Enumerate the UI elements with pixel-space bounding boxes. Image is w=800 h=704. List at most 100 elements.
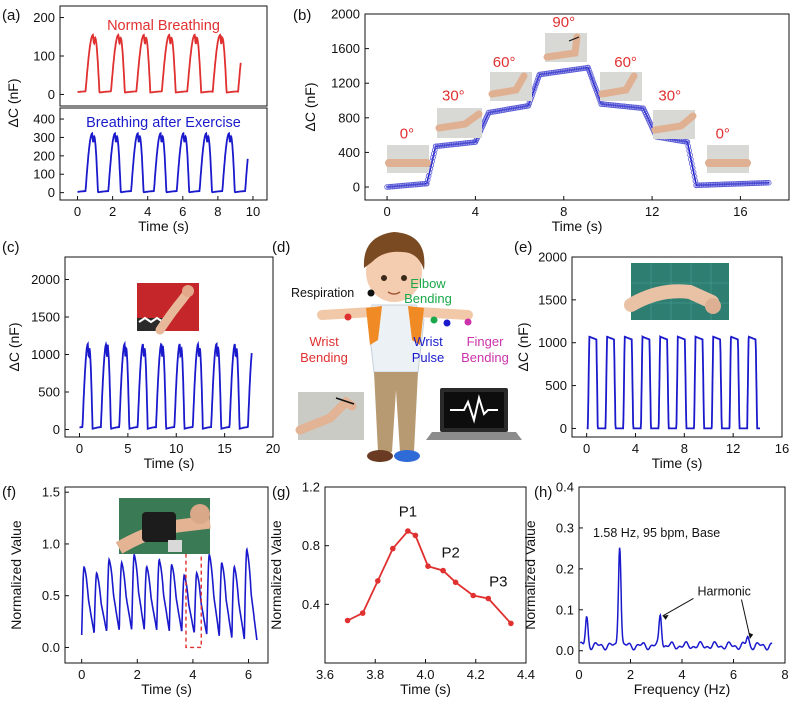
plot-frame (64, 256, 274, 438)
y-tick-label: 100 (33, 167, 55, 182)
data-point (614, 102, 620, 109)
x-tick-label: 12 (645, 204, 659, 219)
x-tick-label: 16 (733, 204, 747, 219)
y-tick-label: 200 (33, 10, 55, 25)
data-point (591, 81, 597, 88)
data-point (607, 102, 613, 108)
data-point (753, 180, 760, 187)
data-point (633, 104, 640, 111)
data-point (732, 181, 738, 187)
angle-label: 0° (716, 126, 730, 143)
data-point (575, 66, 582, 72)
plot-frame (364, 13, 790, 201)
chart-wrist-bending: 0 500 1000 1500 2000 0 4 8 12 16 Time (s) ΔC (nF) (515, 250, 789, 472)
x-tick-label: 10 (169, 441, 183, 456)
y-tick-label: 500 (545, 378, 567, 393)
series-line (80, 547, 258, 641)
data-point (525, 102, 532, 109)
data-point (396, 183, 403, 189)
x-tick-label: 8 (781, 667, 788, 682)
data-point (403, 182, 410, 189)
x-tick-label: 4 (189, 667, 196, 682)
data-point (751, 180, 758, 187)
y-tick-label: 1000 (538, 335, 567, 350)
panel-label-b: (b) (293, 7, 311, 24)
data-point (711, 181, 717, 188)
y-tick-label: 2000 (31, 272, 60, 287)
panel-label-d: (d) (272, 239, 290, 256)
data-point (709, 181, 715, 188)
y-axis-label: ΔC (nF) (5, 78, 21, 127)
y-tick-label: 0 (353, 180, 360, 195)
label-wrist-pulse-1: Wrist (413, 334, 443, 349)
y-axis-label: ΔC (nF) (302, 82, 318, 131)
data-point (434, 143, 441, 150)
x-tick-label: 0 (76, 441, 83, 456)
data-point (714, 181, 721, 188)
data-point (586, 67, 592, 73)
data-point (470, 592, 477, 599)
x-tick-label: 8 (560, 204, 567, 219)
data-point (603, 101, 610, 108)
data-point (600, 101, 606, 107)
y-tick-label: 800 (338, 110, 360, 125)
data-point (756, 180, 763, 186)
x-tick-label: 15 (217, 441, 231, 456)
data-point (748, 180, 754, 187)
x-tick-label: 0 (383, 204, 390, 219)
data-point (390, 545, 396, 552)
data-point (485, 595, 492, 602)
data-point (586, 69, 593, 76)
y-tick-label: 0.8 (302, 538, 320, 553)
data-point (550, 69, 557, 76)
chart-breathing-exercise: 0 100 200 300 400 0 2 4 6 8 10 Time (s) Breathing af… (33, 107, 268, 234)
y-tick-label: 1600 (331, 41, 360, 56)
harmonic-arrow (740, 599, 751, 639)
x-axis-label: Time (s) (141, 681, 192, 697)
peak-annotation: 1.58 Hz, 95 bpm, Base (593, 526, 720, 540)
y-tick-label: 0.3 (556, 520, 574, 535)
data-point (457, 140, 464, 147)
data-point (439, 142, 446, 149)
chart-title: Breathing after Exercise (86, 115, 241, 131)
data-point (755, 180, 761, 186)
data-point (405, 528, 411, 534)
y-tick-label: 0.0 (556, 643, 574, 658)
data-point (721, 181, 728, 188)
data-point (359, 610, 366, 616)
panel-label-f: (f) (2, 484, 16, 501)
data-point (398, 183, 405, 189)
panel-label-a: (a) (2, 7, 20, 24)
plot-frame (578, 486, 786, 664)
data-point (431, 151, 437, 157)
data-point (593, 86, 599, 93)
wrist-bending-sensor-dot (344, 313, 352, 321)
plot-frame (64, 486, 269, 664)
data-point (700, 182, 707, 188)
data-point (726, 181, 733, 187)
y-tick-label: 300 (33, 130, 55, 145)
label-finger-2: Bending (461, 350, 509, 365)
data-point (734, 181, 740, 187)
x-tick-label: 2 (627, 667, 634, 682)
series-line (579, 547, 773, 651)
label-elbow-2: Bending (404, 291, 452, 306)
y-axis-label: Normalized Value (522, 520, 538, 630)
series-line (77, 33, 242, 94)
y-tick-label: 1.0 (42, 536, 60, 551)
avatar-head (366, 242, 422, 302)
data-point (531, 85, 538, 92)
panel-label-c: (c) (2, 239, 20, 256)
data-point (344, 617, 351, 624)
laptop-icon (426, 388, 522, 440)
x-tick-label: 4 (632, 441, 639, 456)
data-point (412, 532, 419, 539)
data-point (452, 579, 459, 586)
x-tick-label: 8 (214, 204, 221, 219)
x-tick-label: 5 (124, 441, 131, 456)
data-point (407, 182, 413, 188)
data-point (424, 177, 431, 183)
y-axis-label: Normalized Value (8, 520, 24, 630)
data-point (538, 71, 544, 78)
data-point (589, 76, 596, 83)
